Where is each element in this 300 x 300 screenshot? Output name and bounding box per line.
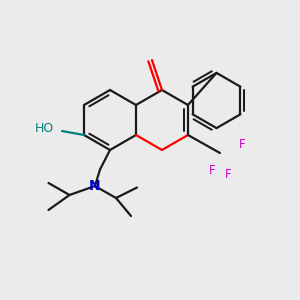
Text: F: F xyxy=(225,169,231,182)
Text: HO: HO xyxy=(35,122,54,136)
Text: F: F xyxy=(208,164,215,178)
Text: F: F xyxy=(238,139,245,152)
Text: N: N xyxy=(89,179,101,193)
